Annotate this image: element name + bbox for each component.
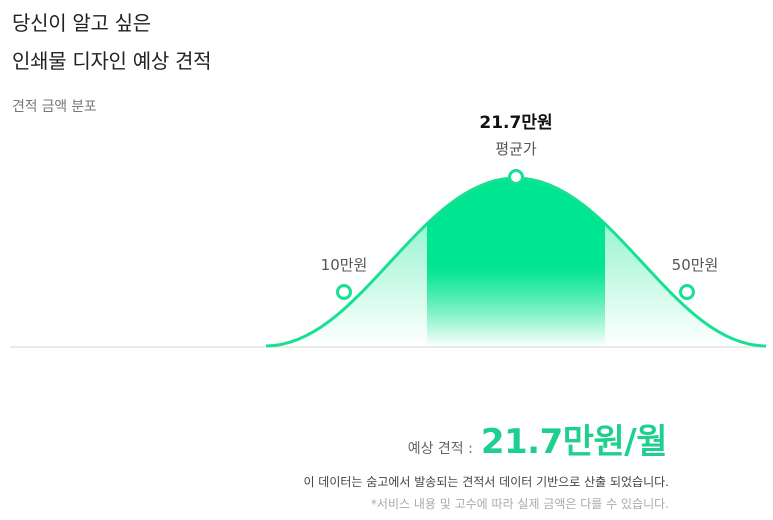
avg-sublabel: 평균가: [495, 140, 537, 158]
section-label: 견적 금액 분포: [12, 99, 97, 115]
estimate-value: 21.7만원/월: [480, 422, 668, 462]
distribution-chart: [10, 169, 767, 348]
min-value-label: 10만원: [320, 256, 368, 274]
distribution-area-middle: [427, 178, 605, 346]
avg-value-label: 21.7만원: [479, 113, 553, 133]
estimate-summary: 예상 견적 : 21.7만원/월: [407, 414, 668, 463]
min-point-marker: [336, 284, 352, 300]
disclaimer-note: *서비스 내용 및 고수에 따라 실제 금액은 다를 수 있습니다.: [370, 497, 669, 511]
estimate-label: 예상 견적 :: [407, 441, 473, 457]
data-source-note: 이 데이터는 숨고에서 발송되는 견적서 데이터 기반으로 산출 되었습니다.: [303, 475, 669, 489]
page-title: 당신이 알고 싶은 인쇄물 디자인 예상 견적: [12, 4, 211, 80]
max-value-label: 50만원: [671, 256, 719, 274]
title-line-2: 인쇄물 디자인 예상 견적: [12, 49, 212, 73]
avg-point-marker: [508, 169, 524, 185]
max-point-marker: [679, 284, 695, 300]
title-line-1: 당신이 알고 싶은: [12, 11, 151, 35]
